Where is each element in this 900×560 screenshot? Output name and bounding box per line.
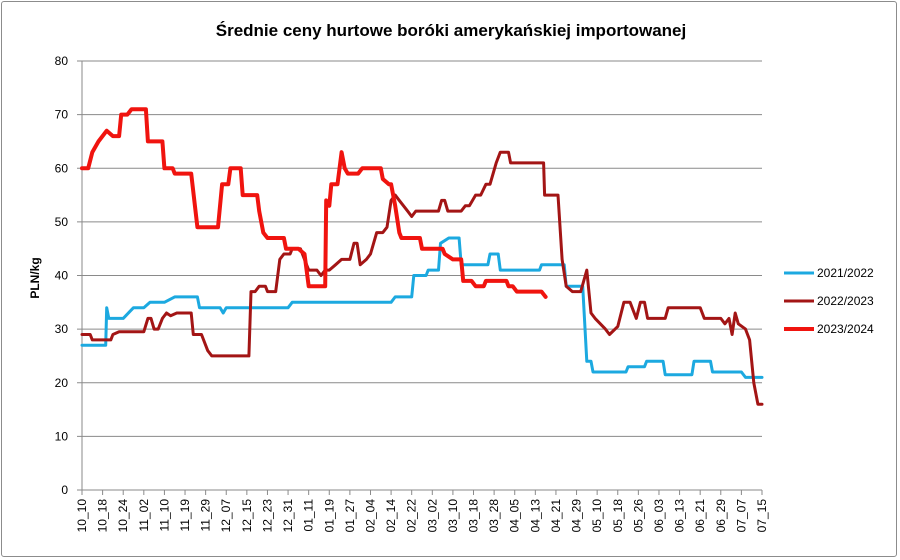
- x-tick-label: 04_29: [570, 499, 584, 533]
- x-tick-label: 06_21: [693, 499, 707, 533]
- x-tick-label: 07_15: [755, 499, 769, 533]
- axes: [77, 60, 763, 495]
- x-tick-label: 11_10: [157, 499, 171, 532]
- x-tick-label: 05_10: [590, 499, 604, 533]
- y-tick-label: 20: [55, 376, 69, 390]
- x-tick-label: 12_23: [260, 499, 274, 533]
- x-tick-label: 02_22: [405, 499, 419, 533]
- x-tick-label: 06_29: [714, 499, 728, 533]
- x-tick-label: 02_14: [384, 499, 398, 533]
- y-tick-label: 40: [55, 269, 69, 283]
- x-tick-label: 04_21: [549, 499, 563, 533]
- y-tick-label: 10: [55, 429, 69, 443]
- y-tick-label: 70: [55, 108, 69, 122]
- x-tick-label: 01_27: [343, 499, 357, 533]
- x-tick-labels: 10_10 10_18 10_24 11_02 11_10 11_19 11_29 12_07…: [75, 499, 769, 533]
- y-tick-label: 30: [55, 322, 69, 336]
- x-tick-label: 03_18: [467, 499, 481, 533]
- y-tick-labels: 0 10 20 30 40 50 60 70 80: [55, 54, 69, 497]
- series-line-2022-2023: [80, 150, 764, 406]
- legend-label: 2021/2022: [817, 266, 874, 280]
- x-tick-label: 05_18: [611, 499, 625, 533]
- x-tick-label: 03_10: [446, 499, 460, 533]
- y-tick-label: 50: [55, 215, 69, 229]
- x-tick-label: 02_04: [363, 499, 377, 533]
- y-axis-label: PLN/kg: [28, 257, 42, 298]
- legend-label: 2023/2024: [817, 322, 874, 336]
- x-tick-label: 01_19: [322, 499, 336, 533]
- x-tick-label: 11_02: [137, 499, 151, 532]
- x-tick-label: 06_03: [652, 499, 666, 533]
- x-tick-label: 12_31: [281, 499, 295, 533]
- x-tick-label: 12_15: [240, 499, 254, 533]
- x-tick-label: 03_28: [487, 499, 501, 533]
- series-line-2021-2022: [80, 236, 764, 379]
- x-tick-label: 12_07: [219, 499, 233, 533]
- series-line-2023-2024: [80, 107, 548, 299]
- chart-title: Średnie ceny hurtowe boróki amerykańskie…: [216, 21, 686, 40]
- x-tick-label: 11_19: [178, 499, 192, 532]
- legend-label: 2022/2023: [817, 294, 874, 308]
- y-tick-label: 60: [55, 161, 69, 175]
- x-tick-label: 10_10: [75, 499, 89, 533]
- x-tick-label: 04_05: [508, 499, 522, 533]
- y-tick-label: 0: [61, 483, 68, 497]
- y-tick-label: 80: [55, 54, 69, 68]
- x-tick-label: 01_11: [302, 499, 316, 532]
- x-tick-label: 06_13: [673, 499, 687, 533]
- x-tick-label: 03_02: [425, 499, 439, 533]
- legend: 2021/2022 2022/2023 2023/2024: [784, 266, 874, 336]
- data-series: [80, 107, 764, 406]
- x-tick-label: 11_29: [199, 499, 213, 532]
- x-tick-label: 07_07: [734, 499, 748, 533]
- x-tick-label: 04_13: [528, 499, 542, 533]
- x-tick-label: 05_26: [631, 499, 645, 533]
- x-tick-label: 10_18: [96, 499, 110, 533]
- x-tick-label: 10_24: [116, 499, 130, 533]
